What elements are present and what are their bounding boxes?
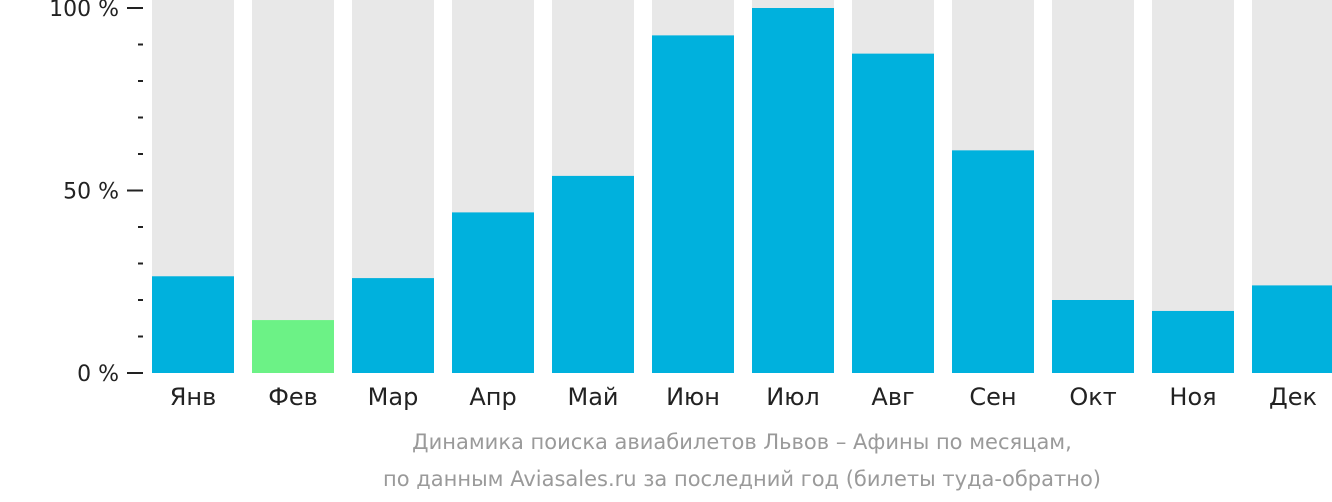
x-tick-label-6: Июн bbox=[666, 383, 720, 411]
x-axis-labels: Янв Фев Мар Апр Май Июн Июл Авг Сен Окт Ноя Дек bbox=[170, 383, 1317, 411]
x-tick-label-1: Янв bbox=[170, 383, 217, 411]
y-tick-label-2: 50 % bbox=[63, 180, 119, 205]
x-tick-label-5: Май bbox=[567, 383, 618, 411]
x-tick-label-3: Мар bbox=[368, 383, 419, 411]
bar-3 bbox=[352, 278, 434, 373]
x-tick-label-8: Авг bbox=[871, 383, 914, 411]
x-tick-label-9: Сен bbox=[969, 383, 1016, 411]
bar-11 bbox=[1152, 310, 1234, 373]
x-tick-label-2: Фев bbox=[268, 383, 318, 411]
chart-caption-line-2: по данным Aviasales.ru за последний год … bbox=[383, 467, 1101, 491]
bar-8 bbox=[852, 53, 934, 373]
y-tick-label-3: 0 % bbox=[77, 362, 119, 387]
x-tick-label-11: Ноя bbox=[1169, 383, 1216, 411]
bar-background-11 bbox=[1152, 0, 1234, 373]
bar-9 bbox=[952, 150, 1034, 373]
x-tick-label-10: Окт bbox=[1069, 383, 1116, 411]
bar-4 bbox=[452, 212, 534, 373]
bar-background-2 bbox=[252, 0, 334, 373]
bar-7 bbox=[752, 8, 834, 373]
x-tick-label-7: Июл bbox=[766, 383, 820, 411]
x-tick-label-12: Дек bbox=[1269, 383, 1317, 411]
chart-caption-line-1: Динамика поиска авиабилетов Львов – Афин… bbox=[412, 430, 1072, 454]
bar-12 bbox=[1252, 285, 1332, 373]
bar-2 bbox=[252, 320, 334, 373]
bar-1 bbox=[152, 276, 234, 373]
x-tick-label-4: Апр bbox=[469, 383, 516, 411]
bar-6 bbox=[652, 35, 734, 373]
bar-5 bbox=[552, 175, 634, 373]
y-axis: 100 % 50 % 0 % bbox=[49, 0, 143, 387]
bars bbox=[152, 8, 1332, 373]
y-tick-label-1: 100 % bbox=[49, 0, 119, 22]
bar-10 bbox=[1052, 300, 1134, 373]
